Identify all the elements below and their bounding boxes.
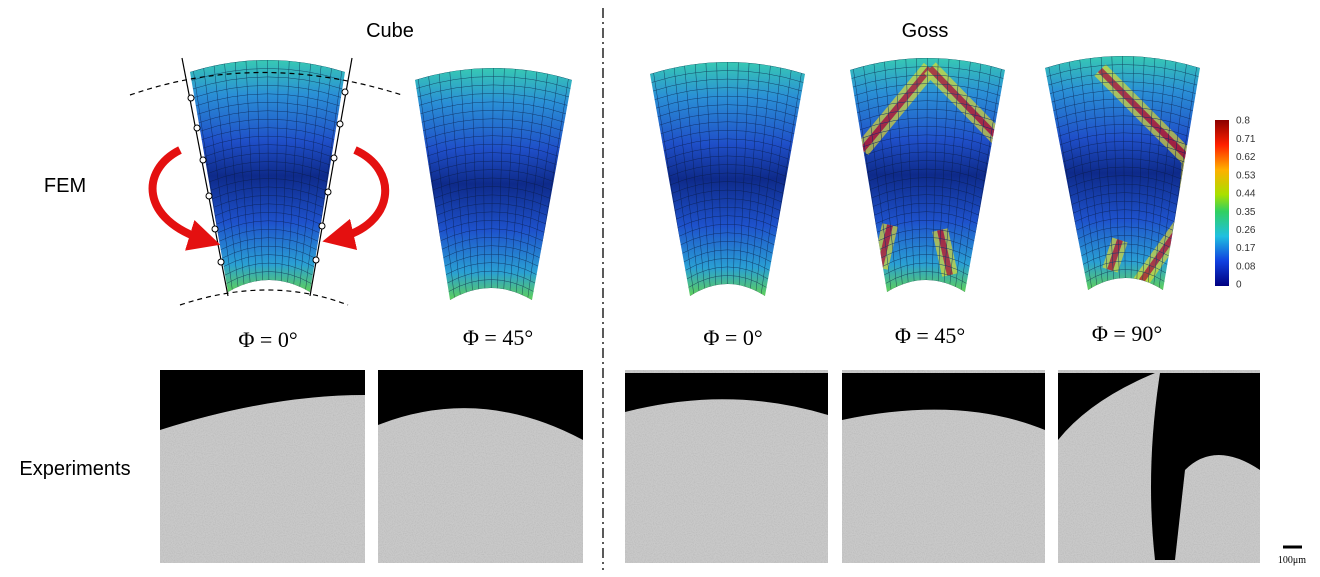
angle-label: Φ = 45° bbox=[895, 323, 965, 348]
mesh-body bbox=[850, 58, 1005, 292]
mesh-body bbox=[415, 68, 572, 300]
figure: Cube Goss FEM Experiments Φ = 0° Φ = 45°… bbox=[0, 0, 1320, 577]
fem-meshes bbox=[190, 44, 1200, 310]
shear-band bbox=[1185, 160, 1190, 220]
micrograph bbox=[378, 370, 583, 563]
experiments-label: Experiments bbox=[19, 458, 130, 480]
colorbar-label: 0.44 bbox=[1236, 189, 1256, 200]
colorbar-label: 0.62 bbox=[1236, 152, 1256, 163]
micrograph bbox=[842, 370, 1045, 563]
micrograph bbox=[1058, 370, 1260, 563]
angle-label: Φ = 0° bbox=[238, 327, 297, 352]
micrographs bbox=[160, 370, 1260, 563]
fem-label: FEM bbox=[44, 175, 86, 197]
colorbar-label: 0.35 bbox=[1236, 207, 1256, 218]
colorbar-label: 0.17 bbox=[1236, 243, 1256, 254]
angle-label: Φ = 90° bbox=[1092, 321, 1162, 346]
scale-bar-label: 100μm bbox=[1278, 555, 1306, 566]
colorbar-labels: 0.8 0.71 0.62 0.53 0.44 0.35 0.26 0.17 0.08 0 bbox=[1236, 116, 1256, 291]
colorbar-label: 0 bbox=[1236, 280, 1242, 291]
colorbar-label: 0.53 bbox=[1236, 170, 1256, 181]
angle-label: Φ = 45° bbox=[463, 325, 533, 350]
colorbar-label: 0.08 bbox=[1236, 261, 1256, 272]
fem-mesh bbox=[650, 50, 805, 306]
goss-title: Goss bbox=[902, 20, 949, 42]
micrograph bbox=[160, 370, 365, 563]
fem-mesh bbox=[1045, 44, 1200, 300]
colorbar bbox=[1215, 120, 1229, 286]
fem-mesh bbox=[850, 46, 1005, 302]
colorbar-label: 0.8 bbox=[1236, 116, 1250, 127]
cube-title: Cube bbox=[366, 20, 414, 42]
fem-mesh bbox=[415, 56, 572, 310]
mesh-body bbox=[190, 60, 345, 292]
shear-band bbox=[1185, 160, 1190, 220]
fem-mesh bbox=[190, 48, 345, 302]
colorbar-label: 0.71 bbox=[1236, 134, 1256, 145]
angle-label: Φ = 0° bbox=[703, 325, 762, 350]
colorbar-label: 0.26 bbox=[1236, 225, 1256, 236]
micrograph bbox=[625, 370, 828, 563]
